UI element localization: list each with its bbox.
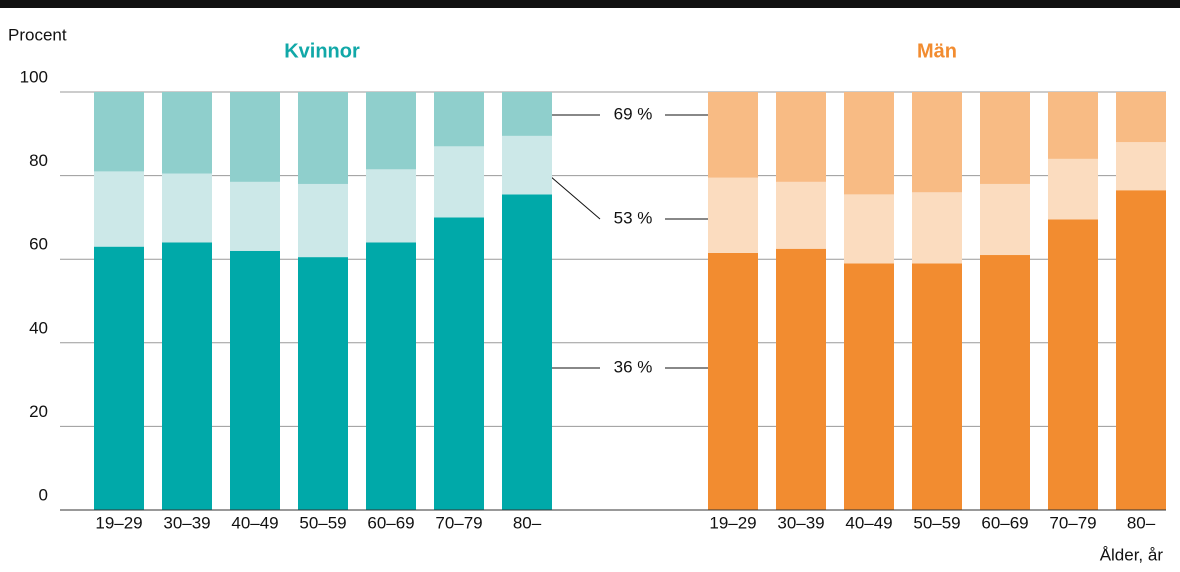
bar-segment <box>708 252 758 510</box>
bar-segment <box>1048 158 1098 220</box>
y-tick-label: 80 <box>29 151 48 170</box>
bar-segment <box>366 169 416 243</box>
x-tick-label: 70–79 <box>435 513 482 532</box>
bar-segment <box>1048 219 1098 511</box>
bar-segment <box>912 92 962 193</box>
bar-segment <box>980 92 1030 184</box>
x-tick-label: 60–69 <box>367 513 414 532</box>
bar-segment <box>1048 92 1098 159</box>
bar-segment <box>980 255 1030 510</box>
x-tick-label: 50–59 <box>913 513 960 532</box>
x-tick-label: 70–79 <box>1049 513 1096 532</box>
top-rule <box>0 0 1180 8</box>
x-tick-label: 40–49 <box>845 513 892 532</box>
bar-segment <box>502 92 552 136</box>
x-axis-label: Ålder, år <box>1100 545 1164 564</box>
x-tick-label: 80– <box>1127 513 1156 532</box>
bar-segment <box>502 194 552 510</box>
bar-segment <box>94 171 144 247</box>
bar-segment <box>502 135 552 195</box>
bar-segment <box>1116 142 1166 191</box>
bar-segment <box>912 192 962 264</box>
bar-segment <box>94 246 144 510</box>
bar-segment <box>708 177 758 253</box>
bar-segment <box>434 217 484 510</box>
bar-segment <box>366 92 416 170</box>
bar-segment <box>844 263 894 510</box>
annotation: 36 % <box>614 357 653 376</box>
x-tick-label: 19–29 <box>709 513 756 532</box>
bar-segment <box>162 242 212 511</box>
bar-segment <box>298 92 348 184</box>
bar-segment <box>980 183 1030 256</box>
panel-title: Män <box>917 40 957 62</box>
panel-title: Kvinnor <box>284 40 360 62</box>
x-tick-label: 40–49 <box>231 513 278 532</box>
annotation: 53 % <box>614 208 653 227</box>
y-tick-label: 60 <box>29 235 48 254</box>
bar-segment <box>434 146 484 218</box>
x-tick-label: 60–69 <box>981 513 1028 532</box>
bar-segment <box>708 92 758 178</box>
bar-segment <box>298 183 348 258</box>
bar-segment <box>776 181 826 249</box>
y-tick-label: 20 <box>29 402 48 421</box>
bar-segment <box>1116 190 1166 511</box>
bar-segment <box>1116 92 1166 143</box>
annotation: 69 % <box>614 104 653 123</box>
x-tick-label: 50–59 <box>299 513 346 532</box>
x-tick-label: 30–39 <box>163 513 210 532</box>
y-axis-label: Procent <box>8 25 67 44</box>
bar-segment <box>298 257 348 510</box>
bar-segment <box>162 92 212 174</box>
bar-segment <box>230 181 280 251</box>
bar-segment <box>94 92 144 172</box>
bar-segment <box>776 248 826 510</box>
y-tick-label: 0 <box>39 485 48 504</box>
bar-segment <box>844 92 894 195</box>
annotation-line <box>542 169 601 220</box>
bar-segment <box>776 92 826 182</box>
x-tick-label: 19–29 <box>95 513 142 532</box>
bar-segment <box>230 250 280 510</box>
y-tick-label: 100 <box>20 67 48 86</box>
bar-segment <box>162 173 212 243</box>
bar-segment <box>230 92 280 182</box>
bar-segment <box>366 242 416 511</box>
bar-segment <box>434 92 484 147</box>
bar-segment <box>844 194 894 264</box>
x-tick-label: 30–39 <box>777 513 824 532</box>
x-tick-label: 80– <box>513 513 542 532</box>
bar-segment <box>912 263 962 510</box>
y-tick-label: 40 <box>29 318 48 337</box>
